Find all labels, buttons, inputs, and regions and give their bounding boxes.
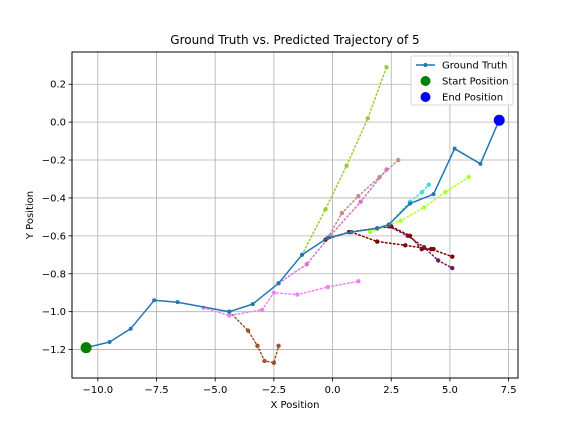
predicted-point bbox=[304, 262, 309, 267]
predicted-point bbox=[419, 246, 424, 252]
predicted-point bbox=[271, 360, 277, 366]
predicted-point bbox=[255, 343, 260, 348]
y-tick-label: −0.2 bbox=[42, 156, 66, 167]
predicted-point bbox=[227, 313, 232, 318]
predicted-point bbox=[377, 174, 382, 180]
y-axis-label: Y Position bbox=[25, 191, 36, 240]
legend-box bbox=[410, 55, 514, 106]
y-axis-ticks: −1.2 −1.0 −0.8 −0.6 −0.4 −0.2 0.0 0.2 bbox=[42, 80, 72, 356]
legend-dot-swatch bbox=[420, 76, 431, 86]
predicted-point bbox=[339, 210, 345, 216]
predicted-point bbox=[421, 205, 427, 210]
ground-truth-point bbox=[325, 235, 330, 240]
x-tick-label: 2.5 bbox=[383, 385, 399, 396]
predicted-point bbox=[295, 292, 300, 297]
ground-truth-point bbox=[227, 309, 232, 314]
x-tick-label: −2.5 bbox=[262, 385, 286, 396]
legend-label: Ground Truth bbox=[442, 61, 507, 72]
ground-truth-line bbox=[85, 119, 500, 349]
predicted-point bbox=[259, 307, 265, 312]
predicted-point bbox=[398, 218, 403, 223]
predicted-point bbox=[323, 207, 328, 212]
predicted-trajectories bbox=[201, 64, 471, 366]
predicted-point bbox=[466, 174, 471, 180]
predicted-point bbox=[325, 284, 331, 290]
predicted-point bbox=[245, 328, 251, 333]
legend-dot-swatch bbox=[420, 92, 431, 102]
predicted-point bbox=[384, 64, 389, 70]
predicted-point bbox=[356, 279, 361, 284]
predicted-point bbox=[450, 265, 455, 271]
predicted-point bbox=[426, 182, 431, 187]
grid bbox=[72, 52, 518, 378]
predicted-point bbox=[276, 343, 281, 348]
predicted-point bbox=[367, 229, 373, 235]
predicted-point bbox=[358, 199, 363, 204]
ground-truth-point bbox=[300, 252, 305, 257]
predicted-point bbox=[374, 239, 380, 244]
ground-truth-point bbox=[386, 222, 391, 227]
ground-truth-point bbox=[431, 192, 436, 197]
plot-frame bbox=[71, 51, 519, 379]
predicted-point bbox=[450, 254, 455, 259]
legend-marker-swatch bbox=[423, 63, 428, 67]
predicted-point bbox=[431, 246, 436, 252]
predicted-point bbox=[356, 193, 361, 199]
x-axis-ticks: −10.0 −7.5 −5.0 −2.5 0.0 2.5 5.0 7.5 bbox=[82, 378, 517, 396]
predicted-point bbox=[407, 233, 413, 239]
ground-truth-point bbox=[452, 146, 457, 151]
start-position-marker bbox=[80, 342, 92, 354]
predicted-trajectory-line bbox=[301, 66, 388, 256]
predicted-point bbox=[384, 167, 389, 172]
x-tick-label: 0.0 bbox=[325, 385, 341, 396]
x-axis-label: X Position bbox=[271, 400, 320, 411]
y-tick-label: −0.4 bbox=[42, 193, 66, 204]
legend: Ground Truth Start Position End Position bbox=[410, 55, 514, 106]
chart-title: Ground Truth vs. Predicted Trajectory of… bbox=[170, 33, 419, 47]
predicted-point bbox=[403, 243, 408, 248]
predicted-point bbox=[419, 190, 424, 195]
x-tick-label: −7.5 bbox=[144, 385, 168, 396]
ground-truth-point bbox=[152, 298, 157, 303]
x-tick-label: 7.5 bbox=[501, 385, 517, 396]
predicted-trajectory-line bbox=[202, 280, 360, 317]
x-tick-label: −5.0 bbox=[203, 385, 227, 396]
predicted-trajectory-line bbox=[324, 225, 435, 250]
legend-label: End Position bbox=[442, 93, 503, 104]
predicted-point bbox=[271, 290, 277, 295]
predicted-point bbox=[396, 157, 401, 163]
predicted-point bbox=[435, 258, 441, 263]
ground-truth-series bbox=[84, 118, 502, 350]
y-tick-label: −0.8 bbox=[42, 269, 66, 280]
ground-truth-point bbox=[128, 326, 133, 331]
y-tick-label: −0.6 bbox=[42, 231, 66, 242]
predicted-point bbox=[344, 163, 349, 168]
ground-truth-point bbox=[276, 281, 281, 286]
end-position-marker bbox=[493, 114, 505, 126]
ground-truth-point bbox=[478, 161, 483, 166]
ground-truth-point bbox=[175, 300, 180, 305]
x-tick-label: 5.0 bbox=[442, 385, 458, 396]
predicted-point bbox=[262, 358, 267, 364]
predicted-trajectory-line bbox=[369, 176, 470, 233]
predicted-point bbox=[443, 190, 448, 195]
start-end-markers bbox=[80, 114, 505, 354]
y-tick-label: 0.2 bbox=[50, 80, 66, 91]
ground-truth-point bbox=[250, 302, 255, 307]
y-tick-label: −1.0 bbox=[42, 307, 66, 318]
predicted-trajectory-line bbox=[228, 310, 280, 364]
predicted-point bbox=[365, 116, 370, 121]
ground-truth-point bbox=[408, 201, 413, 206]
ground-truth-point bbox=[375, 226, 380, 231]
y-tick-label: −1.2 bbox=[42, 345, 66, 356]
ground-truth-point bbox=[349, 230, 354, 235]
legend-label: Start Position bbox=[442, 77, 509, 88]
x-tick-label: −10.0 bbox=[82, 385, 113, 396]
ground-truth-point bbox=[107, 339, 112, 344]
y-tick-label: 0.0 bbox=[50, 118, 66, 129]
